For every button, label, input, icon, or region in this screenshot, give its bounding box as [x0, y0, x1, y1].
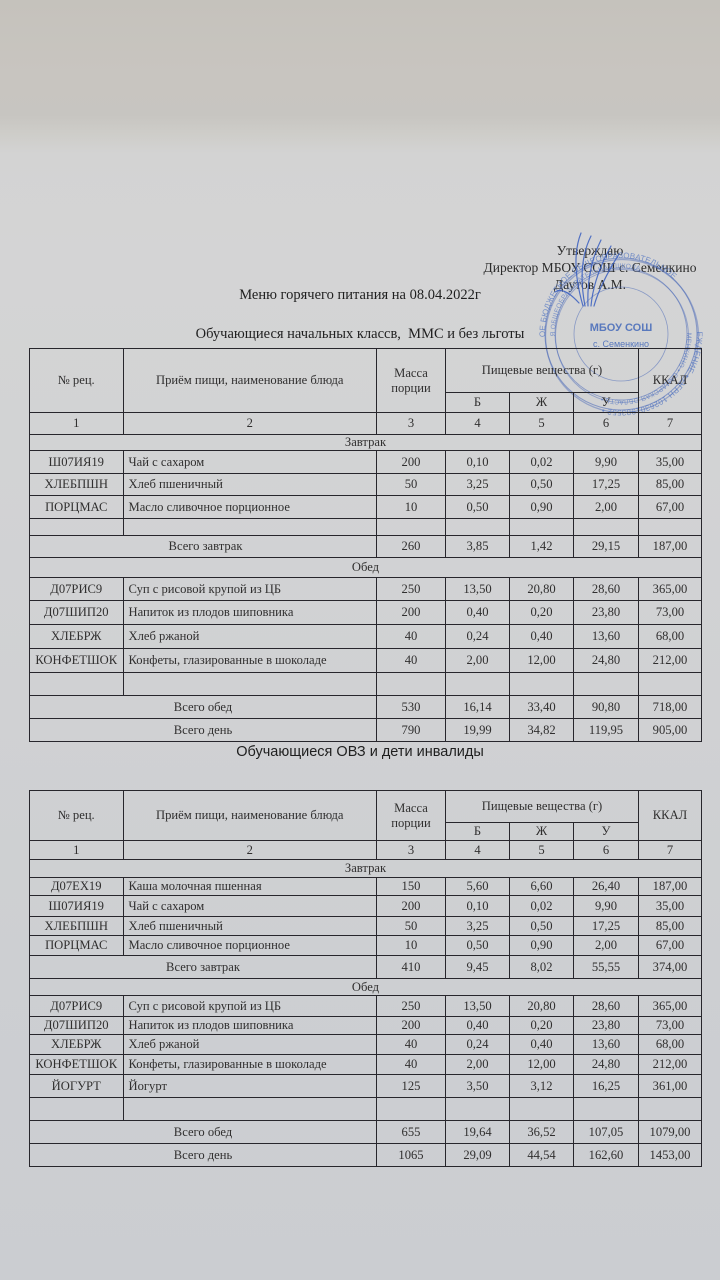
svg-text:МБОУ СОШ: МБОУ СОШ	[590, 322, 653, 334]
